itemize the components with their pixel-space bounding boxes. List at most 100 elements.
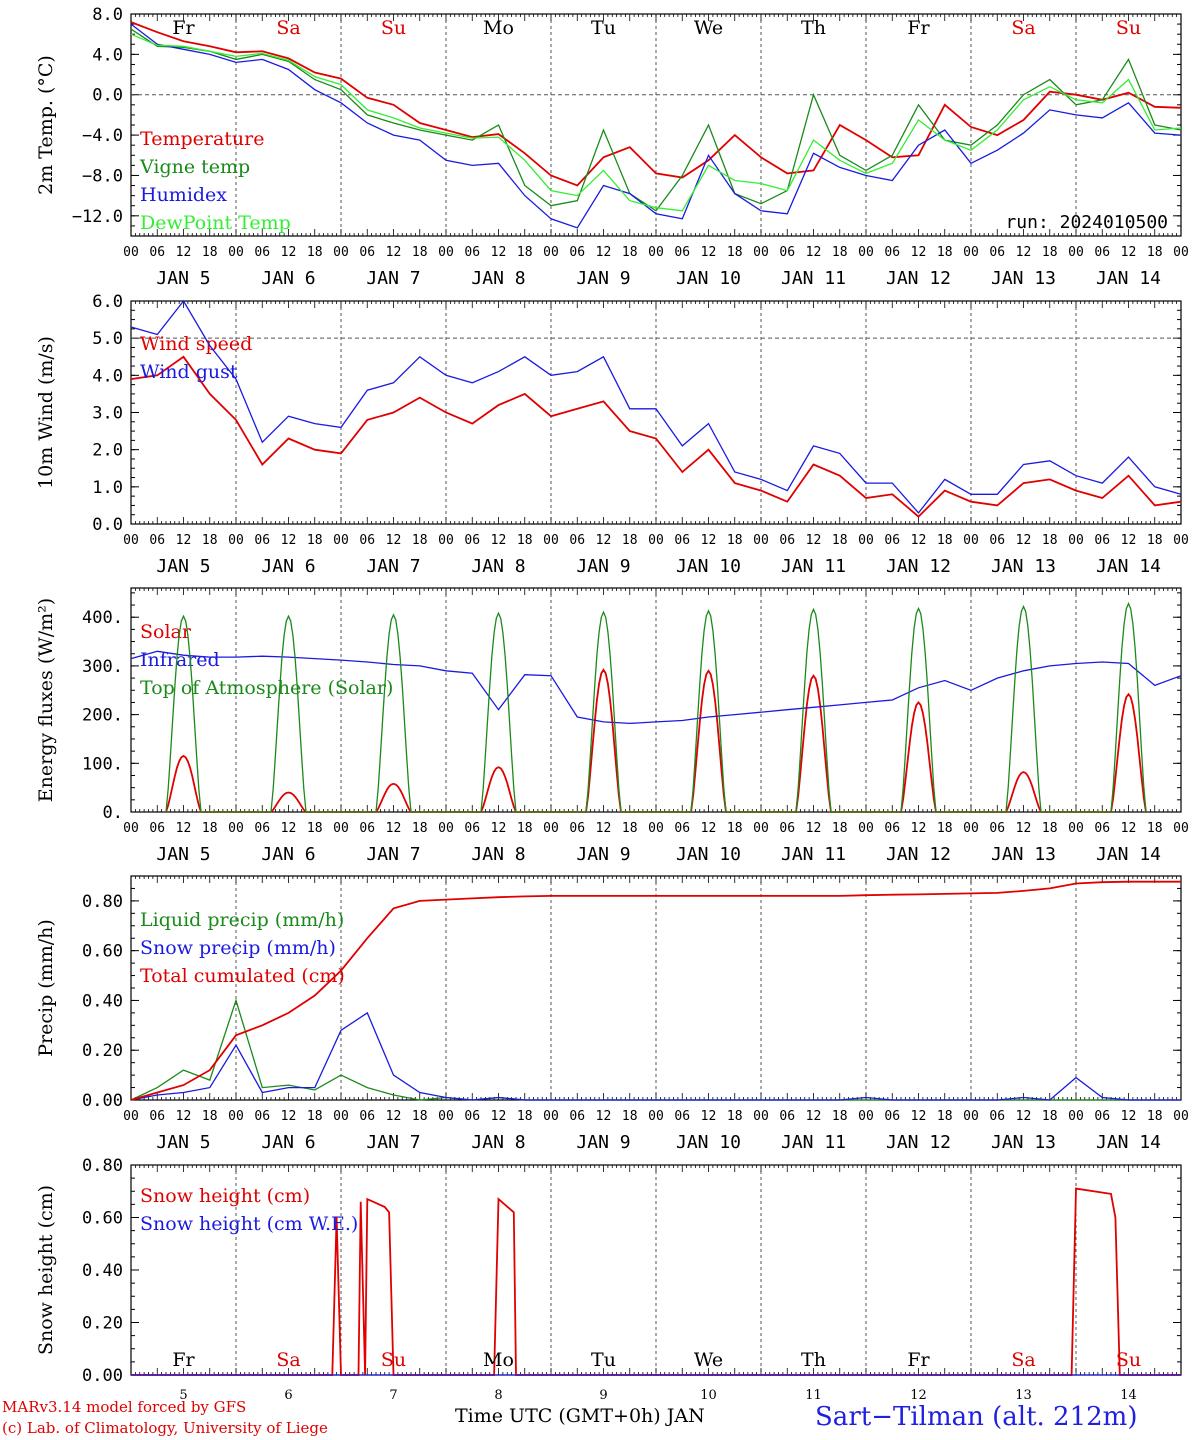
x-hour-label: 18	[727, 533, 743, 548]
x-day-number: 11	[805, 1388, 822, 1403]
x-hour-label: 12	[911, 821, 927, 836]
x-hour-label: 00	[438, 533, 454, 548]
x-hour-label: 06	[569, 245, 585, 260]
y-tick-label: 0.00	[82, 1091, 123, 1111]
x-hour-label: 12	[386, 533, 402, 548]
x-hour-label: 06	[674, 533, 690, 548]
x-hour-label: 18	[1042, 245, 1058, 260]
x-hour-label: 18	[727, 245, 743, 260]
x-hour-label: 18	[412, 821, 428, 836]
x-hour-label: 00	[543, 245, 559, 260]
x-hour-label: 18	[202, 821, 218, 836]
x-hour-label: 18	[1042, 533, 1058, 548]
y-axis-label: Energy fluxes (W/m²)	[35, 598, 57, 802]
x-hour-label: 06	[254, 533, 270, 548]
x-hour-label: 12	[386, 821, 402, 836]
x-hour-label: 18	[307, 1109, 323, 1124]
x-date-label: JAN 8	[471, 844, 525, 865]
day-of-week-label: Su	[1116, 1349, 1141, 1371]
x-hour-label: 12	[701, 1109, 717, 1124]
y-tick-label: 4.0	[92, 45, 123, 65]
x-date-label: JAN 8	[471, 1132, 525, 1153]
day-of-week-label: We	[694, 1349, 723, 1371]
x-hour-label: 06	[989, 1109, 1005, 1124]
x-hour-label: 00	[858, 245, 874, 260]
y-tick-label: 8.0	[92, 5, 123, 25]
x-date-label: JAN 10	[676, 1132, 741, 1153]
x-hour-label: 00	[753, 245, 769, 260]
x-hour-label: 06	[254, 1109, 270, 1124]
x-hour-label: 18	[202, 245, 218, 260]
x-hour-label: 12	[911, 533, 927, 548]
x-hour-label: 00	[963, 533, 979, 548]
series-line-snow-precip-mm-h-	[130, 1011, 1181, 1101]
x-hour-label: 18	[307, 533, 323, 548]
x-hour-label: 06	[884, 533, 900, 548]
x-hour-label: 12	[911, 245, 927, 260]
x-hour-label: 00	[1173, 245, 1189, 260]
x-day-number: 14	[1120, 1388, 1137, 1403]
x-date-label: JAN 6	[261, 556, 315, 577]
x-hour-label: 06	[464, 821, 480, 836]
x-hour-label: 18	[1147, 533, 1163, 548]
x-hour-label: 06	[884, 245, 900, 260]
x-date-label: JAN 6	[261, 1132, 315, 1153]
series-line-vigne-temp	[130, 28, 1182, 212]
series-line-total-cumulated-cm-	[130, 880, 1181, 1101]
x-hour-label: 06	[884, 1109, 900, 1124]
x-hour-label: 06	[254, 245, 270, 260]
x-hour-label: 18	[832, 533, 848, 548]
x-hour-label: 00	[438, 821, 454, 836]
x-hour-label: 12	[1016, 245, 1032, 260]
legend-entry: Humidex	[140, 184, 227, 206]
x-hour-label: 18	[517, 245, 533, 260]
x-hour-label: 00	[1173, 821, 1189, 836]
day-of-week-label: Sa	[1011, 1349, 1035, 1371]
x-date-label: JAN 7	[366, 844, 420, 865]
x-hour-label: 12	[1016, 533, 1032, 548]
chart-panel-2: 6.0 5.0 4.0 3.0 2.0 1.0 0.0 10m Wind (m/s) Wind …	[35, 292, 1189, 577]
y-tick-label: −8.0	[82, 166, 123, 186]
x-hour-label: 12	[806, 533, 822, 548]
x-hour-label: 18	[622, 821, 638, 836]
x-hour-label: 12	[491, 533, 507, 548]
x-hour-label: 00	[333, 533, 349, 548]
day-of-week-label: Fr	[172, 1349, 195, 1371]
x-hour-label: 00	[123, 533, 139, 548]
y-tick-label: 400.	[82, 608, 123, 628]
x-date-label: JAN 6	[261, 268, 315, 289]
x-hour-label: 12	[386, 245, 402, 260]
x-hour-label: 18	[517, 821, 533, 836]
x-hour-label: 18	[937, 1109, 953, 1124]
x-date-label: JAN 11	[781, 1132, 846, 1153]
y-axis-label: Snow height (cm)	[35, 1185, 57, 1355]
x-hour-label: 18	[202, 533, 218, 548]
x-hour-label: 12	[1016, 1109, 1032, 1124]
x-hour-label: 12	[1121, 821, 1137, 836]
x-date-label: JAN 6	[261, 844, 315, 865]
y-tick-label: 0.00	[82, 1366, 123, 1386]
x-date-label: JAN 9	[576, 1132, 630, 1153]
x-hour-label: 00	[858, 533, 874, 548]
y-axis-label: 10m Wind (m/s)	[35, 336, 57, 489]
x-hour-label: 18	[937, 821, 953, 836]
y-tick-label: 1.0	[92, 478, 123, 498]
x-date-label: JAN 10	[676, 556, 741, 577]
legend-entry: Wind gust	[140, 361, 238, 383]
legend-entry: Wind speed	[140, 333, 252, 355]
x-hour-label: 06	[1094, 821, 1110, 836]
x-date-label: JAN 14	[1096, 268, 1161, 289]
x-hour-label: 00	[333, 245, 349, 260]
x-hour-label: 12	[596, 245, 612, 260]
y-tick-label: 4.0	[92, 366, 123, 386]
day-of-week-label: Su	[381, 17, 406, 39]
x-hour-label: 06	[464, 245, 480, 260]
legend-entry: DewPoint Temp	[140, 212, 291, 234]
day-of-week-label: Th	[801, 1349, 826, 1371]
x-hour-label: 06	[779, 1109, 795, 1124]
x-hour-label: 18	[307, 821, 323, 836]
x-hour-label: 12	[1016, 821, 1032, 836]
x-hour-label: 12	[176, 245, 192, 260]
x-hour-label: 06	[149, 245, 165, 260]
x-hour-label: 12	[806, 1109, 822, 1124]
